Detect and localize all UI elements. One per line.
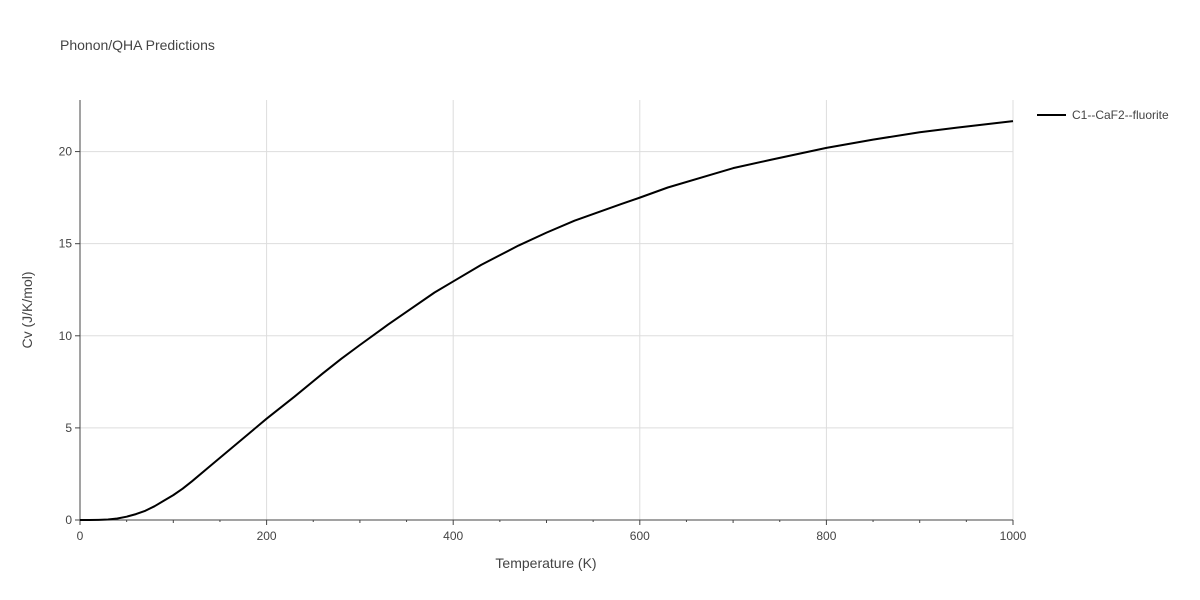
y-tick-label: 5 [65,421,72,435]
y-axis-title: Cv (J/K/mol) [19,272,35,349]
x-tick-label: 800 [816,529,836,543]
y-tick-label: 20 [59,145,73,159]
chart-title: Phonon/QHA Predictions [60,37,215,53]
plot-area [80,120,1014,521]
legend[interactable]: C1--CaF2--fluorite [1037,108,1169,122]
x-axis-title: Temperature (K) [495,555,596,571]
tick-labels: 0 200 400 600 800 1000 0 5 10 15 20 [59,145,1027,543]
y-tick-label: 10 [59,329,73,343]
axes [75,100,1014,525]
legend-label: C1--CaF2--fluorite [1072,108,1169,122]
x-tick-label: 600 [630,529,650,543]
x-tick-label: 200 [257,529,277,543]
series-line [80,120,1014,521]
y-tick-label: 15 [59,237,73,251]
x-tick-label: 1000 [1000,529,1027,543]
y-tick-label: 0 [65,513,72,527]
x-tick-label: 400 [443,529,463,543]
x-tick-label: 0 [77,529,84,543]
grid [80,100,1014,520]
